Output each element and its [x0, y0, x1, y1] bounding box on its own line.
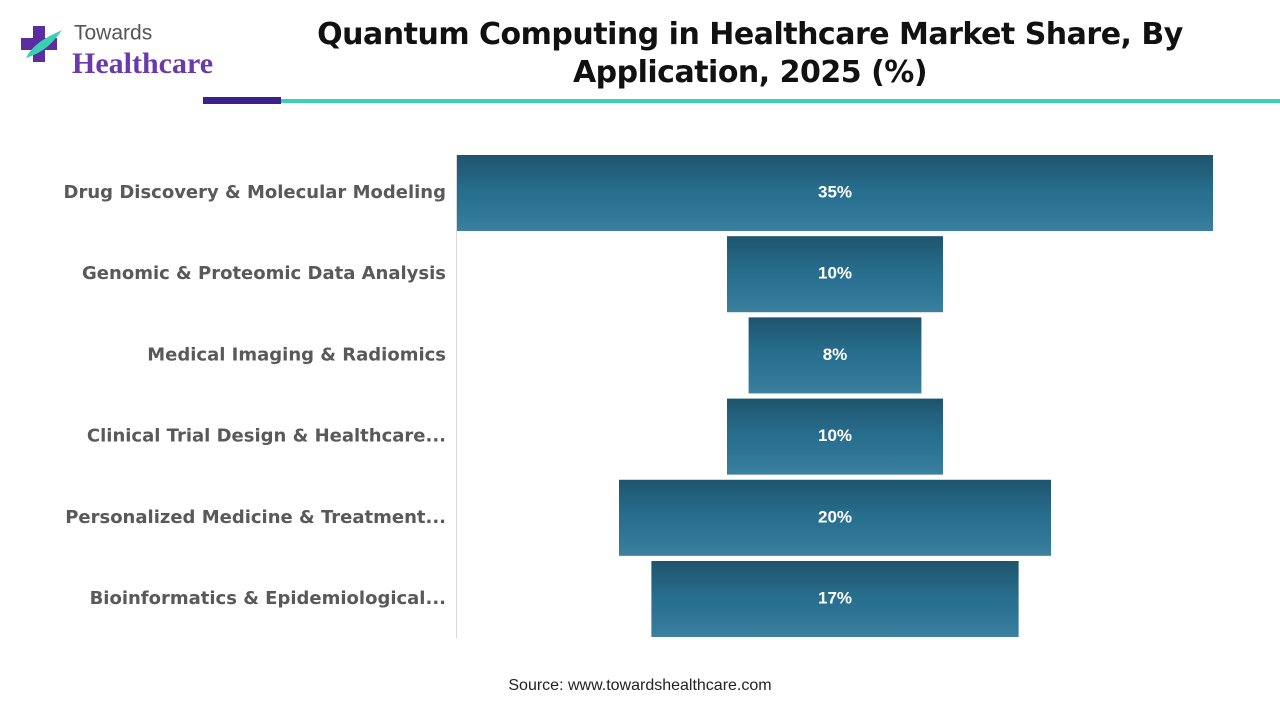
header-line	[281, 99, 1280, 103]
category-label: Bioinformatics & Epidemiological...	[90, 588, 446, 609]
bar-shade	[651, 561, 1019, 637]
source: Source: www.towardshealthcare.com	[508, 677, 771, 694]
category-label: Personalized Medicine & Treatment...	[65, 507, 446, 528]
header-bar	[203, 97, 281, 104]
category-label: Genomic & Proteomic Data Analysis	[82, 263, 446, 284]
value-label: 35%	[818, 182, 852, 201]
bar-shade	[457, 155, 1213, 231]
value-label: 10%	[818, 264, 852, 283]
logo-leaf	[26, 30, 62, 58]
category-label: Clinical Trial Design & Healthcare...	[87, 426, 446, 447]
value-label: 17%	[818, 588, 852, 607]
bar-shade	[727, 398, 943, 475]
logo: Towards Healthcare	[21, 22, 213, 80]
chart-title: Quantum Computing in Healthcare Market S…	[317, 17, 1183, 90]
bar-shade	[727, 236, 943, 313]
category-label: Drug Discovery & Molecular Modeling	[64, 182, 446, 203]
bar-shade	[619, 479, 1051, 556]
logo-line2: Healthcare	[72, 47, 213, 80]
logo-line1: Towards	[74, 22, 152, 45]
category-label: Medical Imaging & Radiomics	[147, 344, 446, 365]
bar-shade	[748, 317, 922, 394]
value-label: 10%	[818, 426, 852, 445]
value-label: 20%	[818, 507, 852, 526]
value-label: 8%	[823, 345, 848, 364]
